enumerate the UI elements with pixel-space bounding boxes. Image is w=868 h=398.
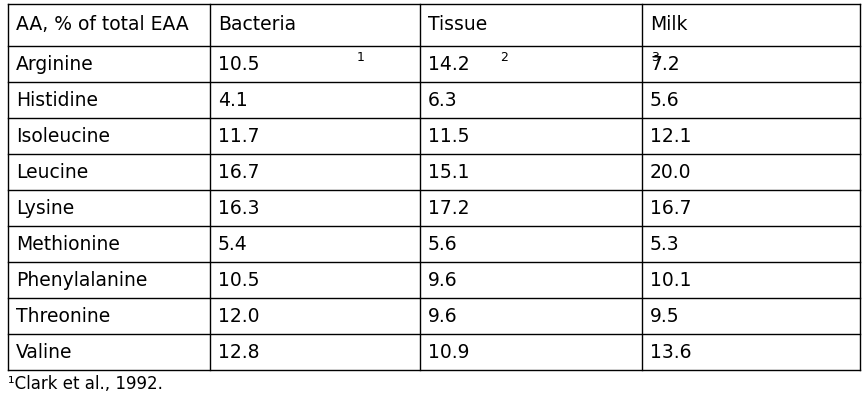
Text: 16.7: 16.7 bbox=[218, 162, 260, 181]
Text: Milk: Milk bbox=[650, 16, 687, 35]
Text: Histidine: Histidine bbox=[16, 90, 98, 109]
Text: 10.5: 10.5 bbox=[218, 55, 260, 74]
Text: 11.7: 11.7 bbox=[218, 127, 260, 146]
Text: 12.0: 12.0 bbox=[218, 306, 260, 326]
Text: 15.1: 15.1 bbox=[428, 162, 470, 181]
Text: ¹Clark et al., 1992.: ¹Clark et al., 1992. bbox=[8, 375, 163, 393]
Text: 17.2: 17.2 bbox=[428, 199, 470, 217]
Text: 14.2: 14.2 bbox=[428, 55, 470, 74]
Text: 11.5: 11.5 bbox=[428, 127, 470, 146]
Text: Arginine: Arginine bbox=[16, 55, 94, 74]
Text: Methionine: Methionine bbox=[16, 234, 120, 254]
Text: Tissue: Tissue bbox=[428, 16, 487, 35]
Text: Phenylalanine: Phenylalanine bbox=[16, 271, 148, 289]
Text: Threonine: Threonine bbox=[16, 306, 110, 326]
Text: Bacteria: Bacteria bbox=[218, 16, 296, 35]
Text: 9.5: 9.5 bbox=[650, 306, 680, 326]
Text: 5.6: 5.6 bbox=[650, 90, 680, 109]
Text: Leucine: Leucine bbox=[16, 162, 89, 181]
Text: 10.9: 10.9 bbox=[428, 343, 470, 361]
Text: Lysine: Lysine bbox=[16, 199, 75, 217]
Text: 10.5: 10.5 bbox=[218, 271, 260, 289]
Text: 5.6: 5.6 bbox=[428, 234, 457, 254]
Text: Isoleucine: Isoleucine bbox=[16, 127, 110, 146]
Text: 5.3: 5.3 bbox=[650, 234, 680, 254]
Text: 16.3: 16.3 bbox=[218, 199, 260, 217]
Text: 10.1: 10.1 bbox=[650, 271, 692, 289]
Text: 4.1: 4.1 bbox=[218, 90, 247, 109]
Text: 5.4: 5.4 bbox=[218, 234, 247, 254]
Text: 3: 3 bbox=[651, 51, 659, 64]
Text: 20.0: 20.0 bbox=[650, 162, 692, 181]
Text: Valine: Valine bbox=[16, 343, 73, 361]
Text: 12.1: 12.1 bbox=[650, 127, 692, 146]
Text: 13.6: 13.6 bbox=[650, 343, 692, 361]
Text: 9.6: 9.6 bbox=[428, 271, 457, 289]
Text: 9.6: 9.6 bbox=[428, 306, 457, 326]
Text: 12.8: 12.8 bbox=[218, 343, 260, 361]
Text: 16.7: 16.7 bbox=[650, 199, 692, 217]
Text: 6.3: 6.3 bbox=[428, 90, 457, 109]
Text: 2: 2 bbox=[501, 51, 509, 64]
Text: 1: 1 bbox=[357, 51, 365, 64]
Text: 7.2: 7.2 bbox=[650, 55, 680, 74]
Text: AA, % of total EAA: AA, % of total EAA bbox=[16, 16, 188, 35]
